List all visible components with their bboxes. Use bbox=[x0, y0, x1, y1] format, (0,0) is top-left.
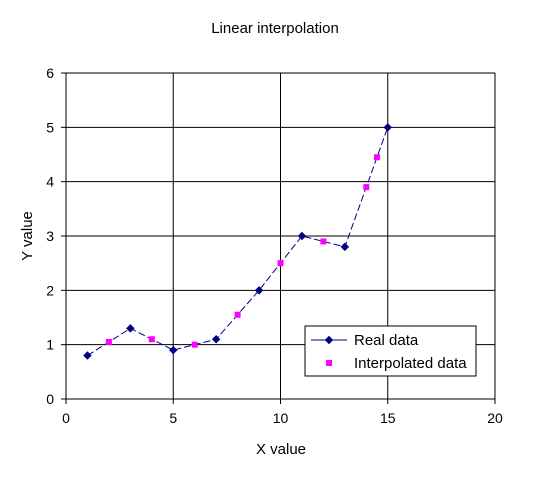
point-real-data-2 bbox=[169, 345, 178, 355]
point-interpolated-data-7 bbox=[374, 154, 381, 161]
axes bbox=[61, 72, 496, 404]
legend-box bbox=[304, 325, 477, 377]
point-interpolated-data-1 bbox=[148, 336, 155, 343]
tick-labels: 0 5 10 15 20 0 1 2 3 4 5 6 bbox=[46, 65, 503, 426]
y-tick-label-1: 1 bbox=[46, 337, 54, 353]
legend-label-real-data: Real data bbox=[354, 332, 419, 349]
x-tick-label-2: 10 bbox=[273, 410, 289, 426]
point-interpolated-data-6 bbox=[363, 184, 370, 191]
x-tick-label-1: 5 bbox=[169, 410, 177, 426]
y-tick-label-4: 4 bbox=[46, 174, 54, 190]
point-real-data-7 bbox=[383, 123, 392, 132]
legend-marker-real-data bbox=[324, 335, 334, 345]
point-real-data-0 bbox=[83, 351, 92, 360]
point-interpolated-data-5 bbox=[320, 238, 327, 245]
point-real-data-5 bbox=[297, 231, 307, 241]
legend-label-interpolated-data: Interpolated data bbox=[354, 355, 467, 372]
point-interpolated-data-2 bbox=[191, 341, 198, 348]
point-real-data-3 bbox=[211, 334, 221, 344]
chart-title: Linear interpolation bbox=[211, 20, 339, 37]
x-tick-label-3: 15 bbox=[380, 410, 396, 426]
y-tick-label-2: 2 bbox=[46, 282, 54, 298]
point-real-data-6 bbox=[340, 242, 350, 252]
legend-marker-interpolated-data bbox=[326, 360, 332, 366]
y-tick-label-3: 3 bbox=[46, 228, 54, 244]
y-tick-label-0: 0 bbox=[46, 391, 54, 407]
point-real-data-4 bbox=[254, 286, 264, 295]
series-layer bbox=[83, 123, 392, 360]
x-axis-label: X value bbox=[256, 441, 306, 458]
point-interpolated-data-0 bbox=[105, 338, 112, 345]
legend: Real data Interpolated data bbox=[304, 325, 477, 377]
x-tick-label-4: 20 bbox=[487, 410, 503, 426]
y-tick-label-5: 5 bbox=[46, 119, 54, 135]
point-interpolated-data-3 bbox=[234, 311, 241, 318]
x-tick-label-0: 0 bbox=[62, 410, 70, 426]
y-tick-label-6: 6 bbox=[46, 65, 54, 81]
y-axis-label: Y value bbox=[19, 211, 36, 261]
point-interpolated-data-4 bbox=[277, 260, 284, 267]
